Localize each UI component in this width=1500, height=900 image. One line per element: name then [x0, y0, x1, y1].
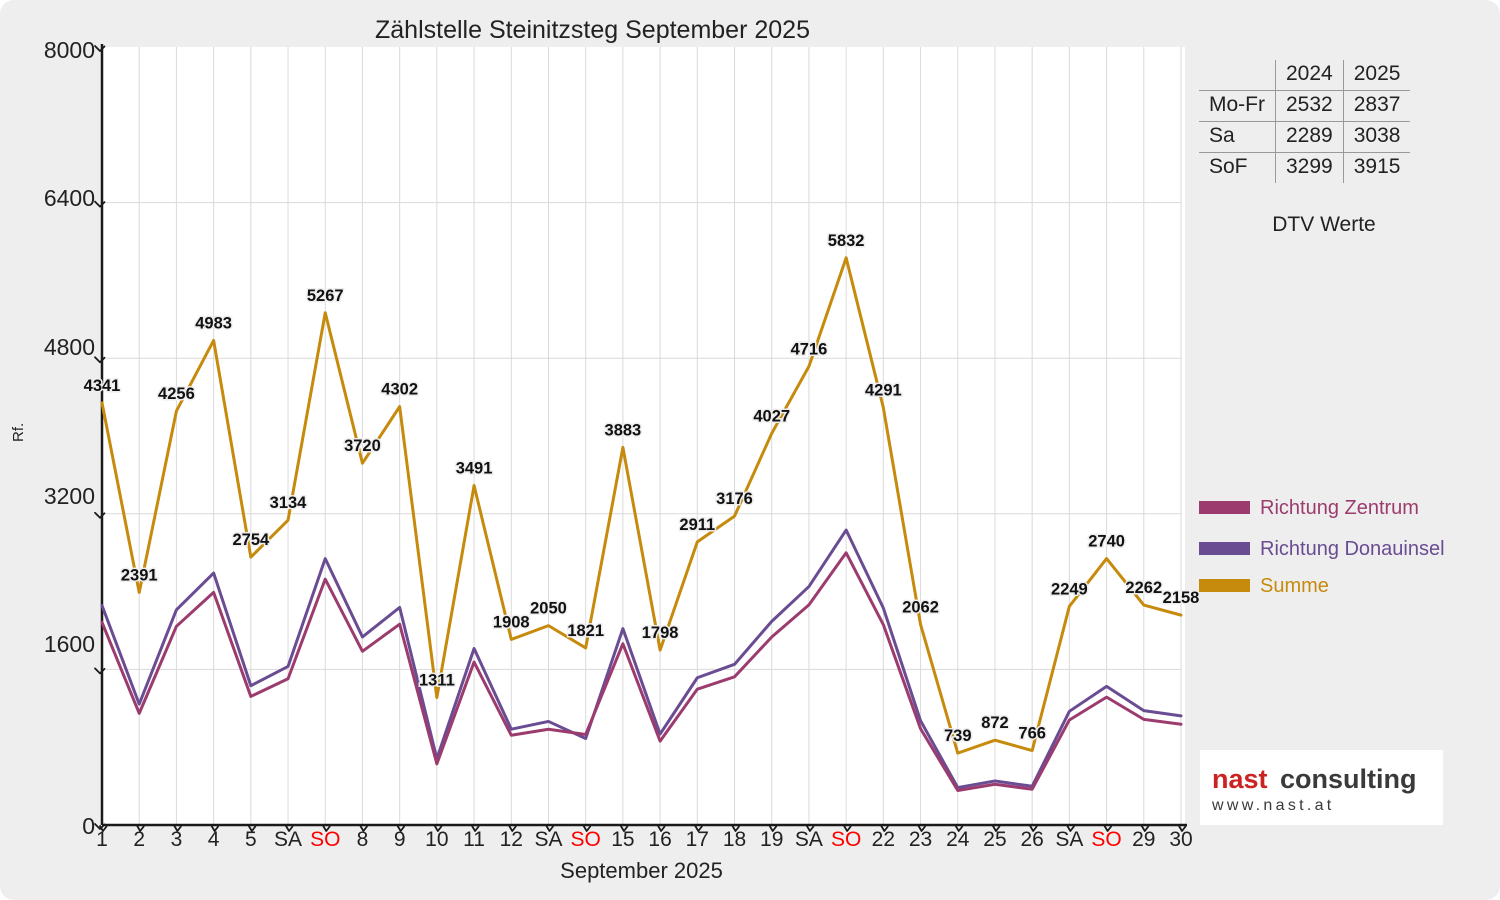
svg-text:2262: 2262	[1125, 579, 1162, 597]
svg-text:739: 739	[944, 727, 972, 745]
svg-text:3134: 3134	[270, 494, 308, 512]
svg-text:www.nast.at: www.nast.at	[1211, 797, 1335, 814]
svg-text:1311: 1311	[419, 672, 455, 690]
svg-text:4341: 4341	[84, 377, 121, 395]
svg-text:2062: 2062	[902, 598, 939, 616]
svg-text:3176: 3176	[716, 490, 753, 508]
svg-text:2391: 2391	[121, 566, 158, 584]
svg-text:2740: 2740	[1088, 533, 1125, 551]
svg-text:3491: 3491	[456, 460, 493, 478]
svg-text:nast: nast	[1212, 764, 1268, 794]
svg-text:766: 766	[1018, 725, 1046, 743]
svg-text:3883: 3883	[605, 421, 642, 439]
svg-text:3720: 3720	[344, 437, 381, 455]
svg-text:4256: 4256	[158, 385, 195, 403]
svg-text:4291: 4291	[865, 382, 902, 400]
svg-text:4027: 4027	[753, 407, 790, 425]
svg-text:2158: 2158	[1163, 589, 1200, 607]
svg-text:2249: 2249	[1051, 580, 1088, 598]
svg-text:consulting: consulting	[1280, 764, 1417, 794]
svg-text:5832: 5832	[828, 232, 865, 250]
svg-text:2911: 2911	[679, 516, 715, 534]
svg-text:4716: 4716	[791, 340, 828, 358]
svg-text:872: 872	[981, 714, 1009, 732]
svg-text:1908: 1908	[493, 613, 530, 631]
svg-text:2050: 2050	[530, 600, 567, 618]
svg-text:2754: 2754	[232, 531, 270, 549]
svg-text:5267: 5267	[307, 287, 344, 305]
svg-text:1798: 1798	[642, 624, 679, 642]
svg-text:1821: 1821	[567, 622, 604, 640]
svg-text:4983: 4983	[195, 314, 232, 332]
svg-text:4302: 4302	[381, 381, 418, 399]
